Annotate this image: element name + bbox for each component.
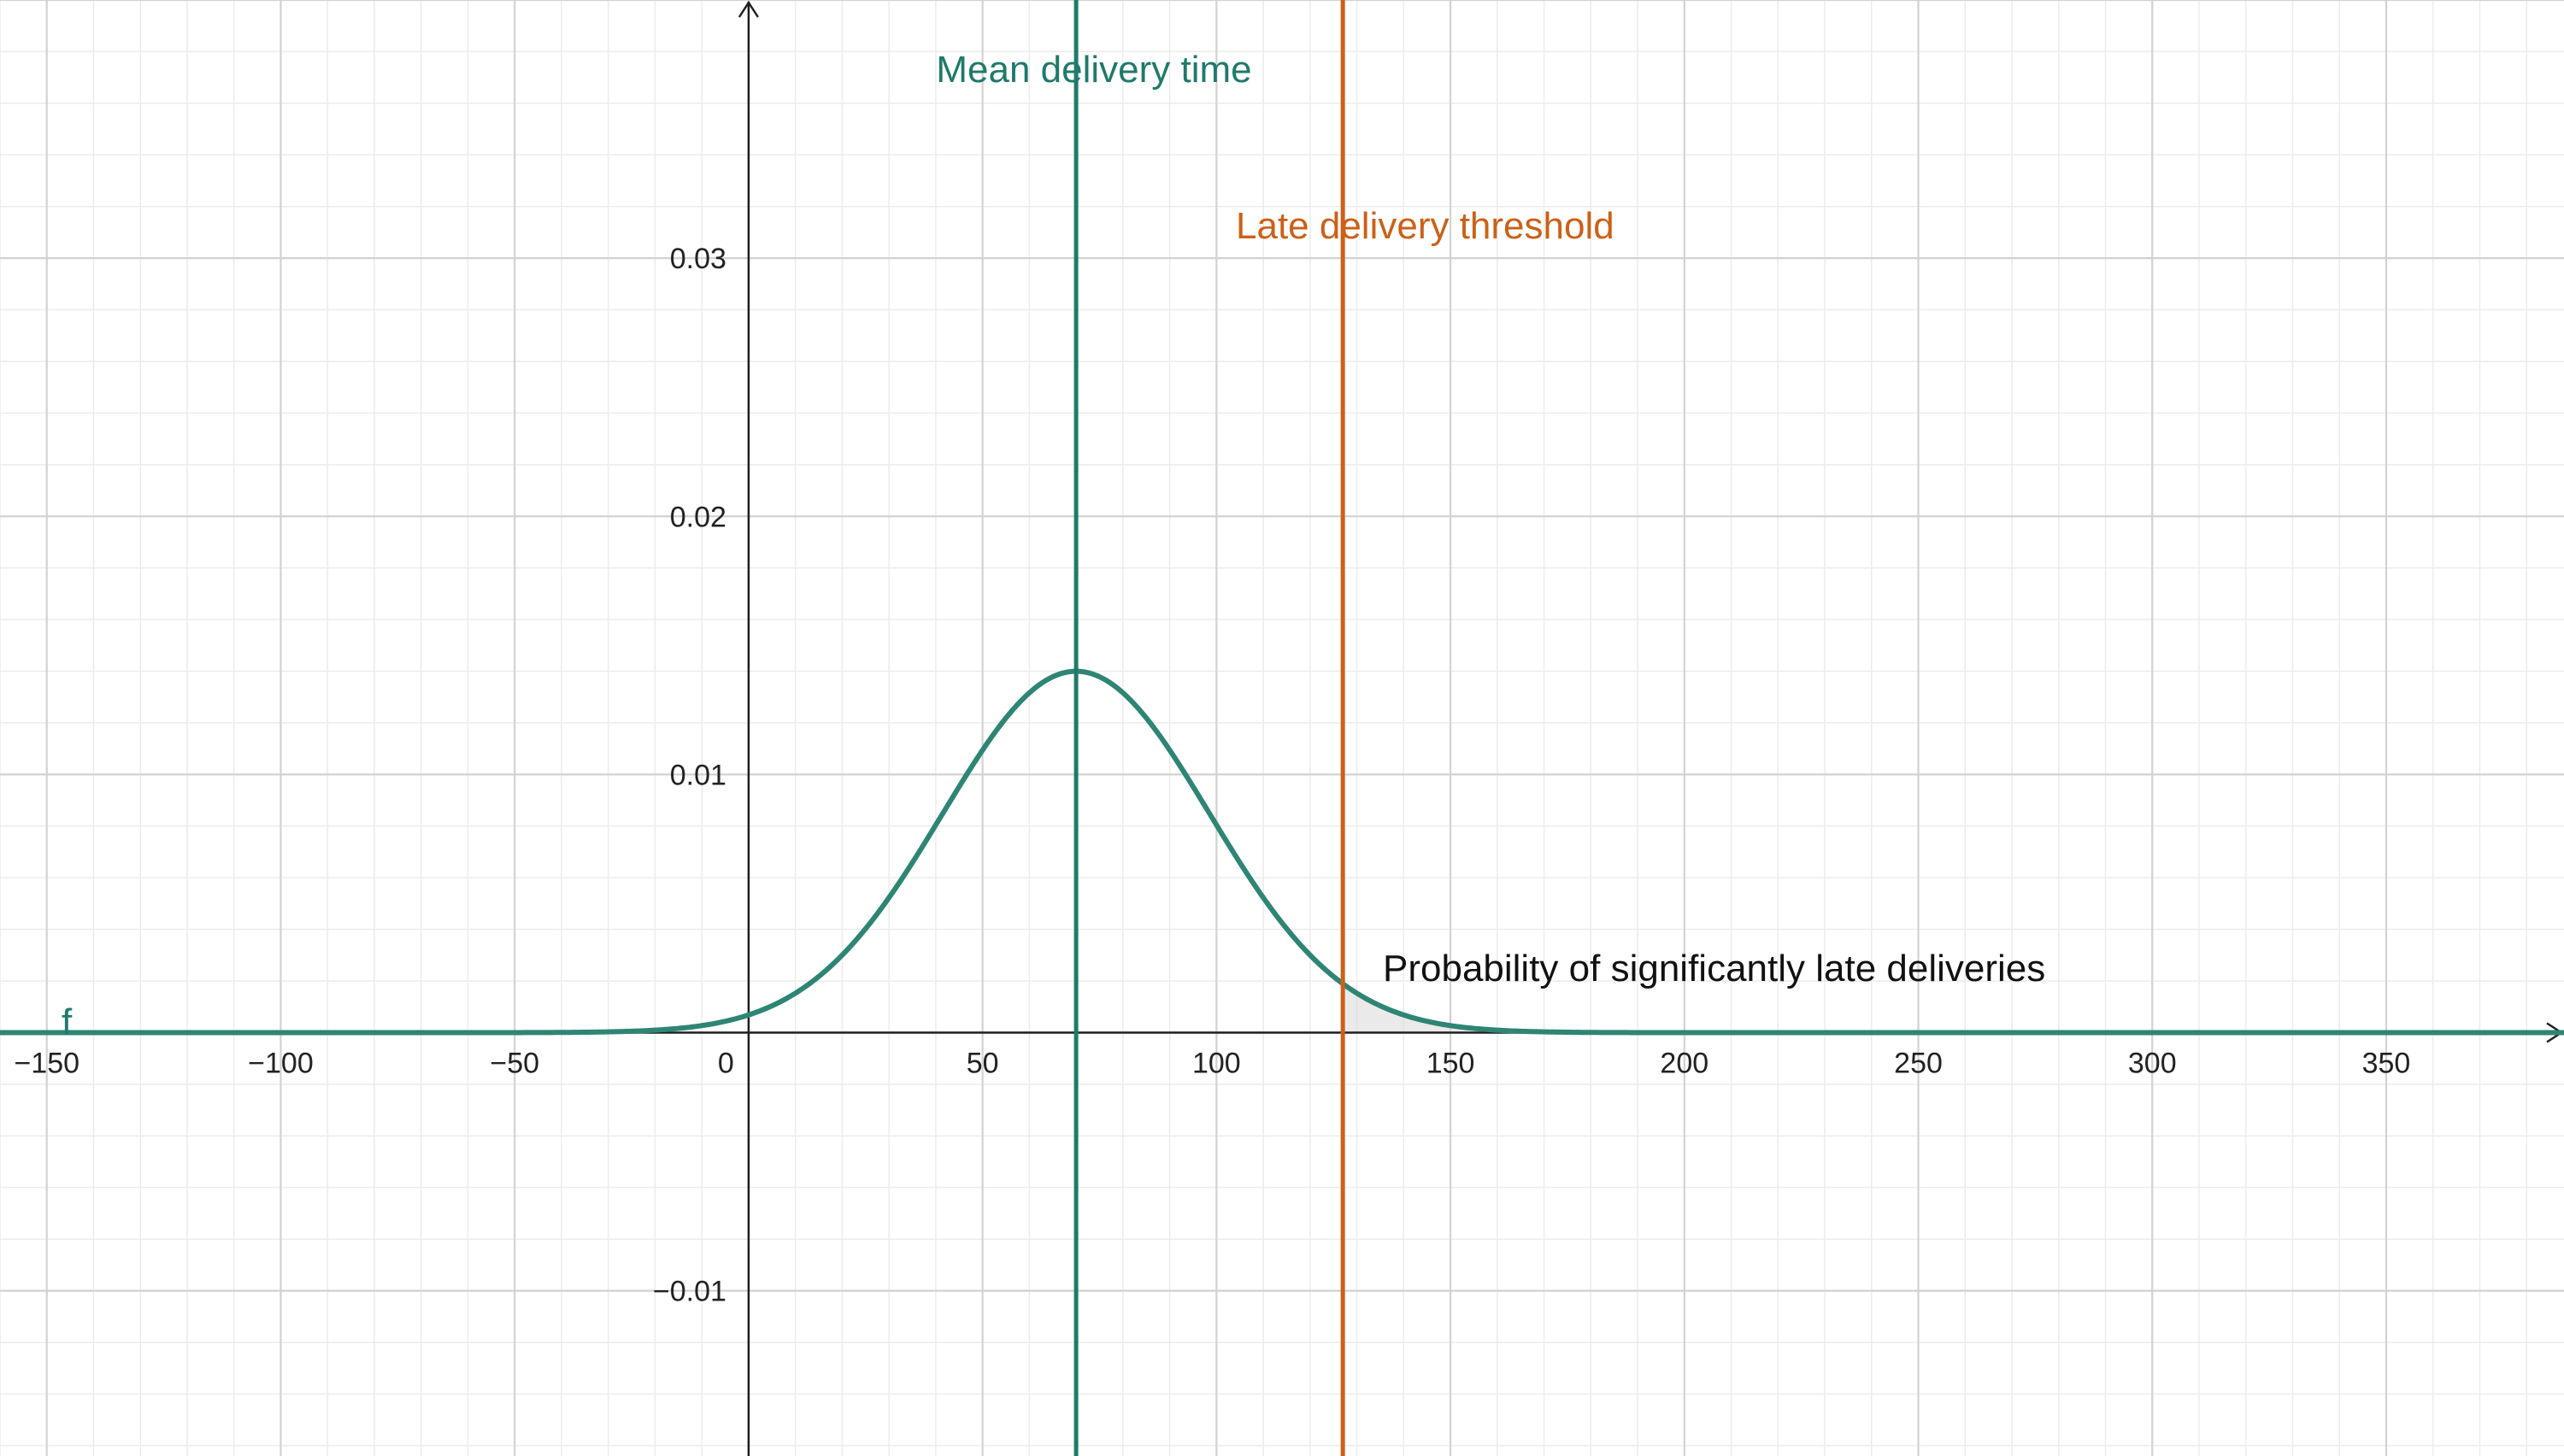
- density-curve[interactable]: [0, 668, 2564, 1036]
- x-tick-label: −50: [490, 1048, 539, 1080]
- x-tick-labels: −150 −100 −50 0 50 100 150 200 250 300 350: [14, 1048, 2410, 1080]
- x-tick-label: 250: [1894, 1048, 1943, 1080]
- y-tick-label: −0.01: [653, 1276, 726, 1308]
- y-tick-labels: 0.01 0.02 0.03 −0.01: [653, 243, 726, 1308]
- y-axis-arrow-icon: [738, 0, 759, 18]
- mean-delivery-label: Mean delivery time: [936, 49, 1251, 91]
- x-tick-label: 350: [2362, 1048, 2411, 1080]
- function-label: f: [62, 1001, 73, 1043]
- y-tick-label: 0.01: [670, 759, 726, 791]
- x-tick-label: 150: [1426, 1048, 1475, 1080]
- x-tick-label: −150: [14, 1048, 79, 1080]
- y-tick-label: 0.02: [670, 501, 726, 533]
- late-delivery-probability-region: [1343, 983, 2564, 1033]
- late-probability-label: Probability of significantly late delive…: [1383, 948, 2045, 989]
- x-tick-label: 100: [1192, 1048, 1241, 1080]
- x-tick-label: 300: [2128, 1048, 2177, 1080]
- x-tick-label: 50: [967, 1048, 999, 1080]
- x-tick-label: 200: [1660, 1048, 1708, 1080]
- x-tick-label: −100: [248, 1048, 314, 1080]
- late-threshold-label: Late delivery threshold: [1236, 205, 1614, 247]
- y-tick-label: 0.03: [670, 243, 726, 275]
- x-tick-label: 0: [718, 1048, 734, 1080]
